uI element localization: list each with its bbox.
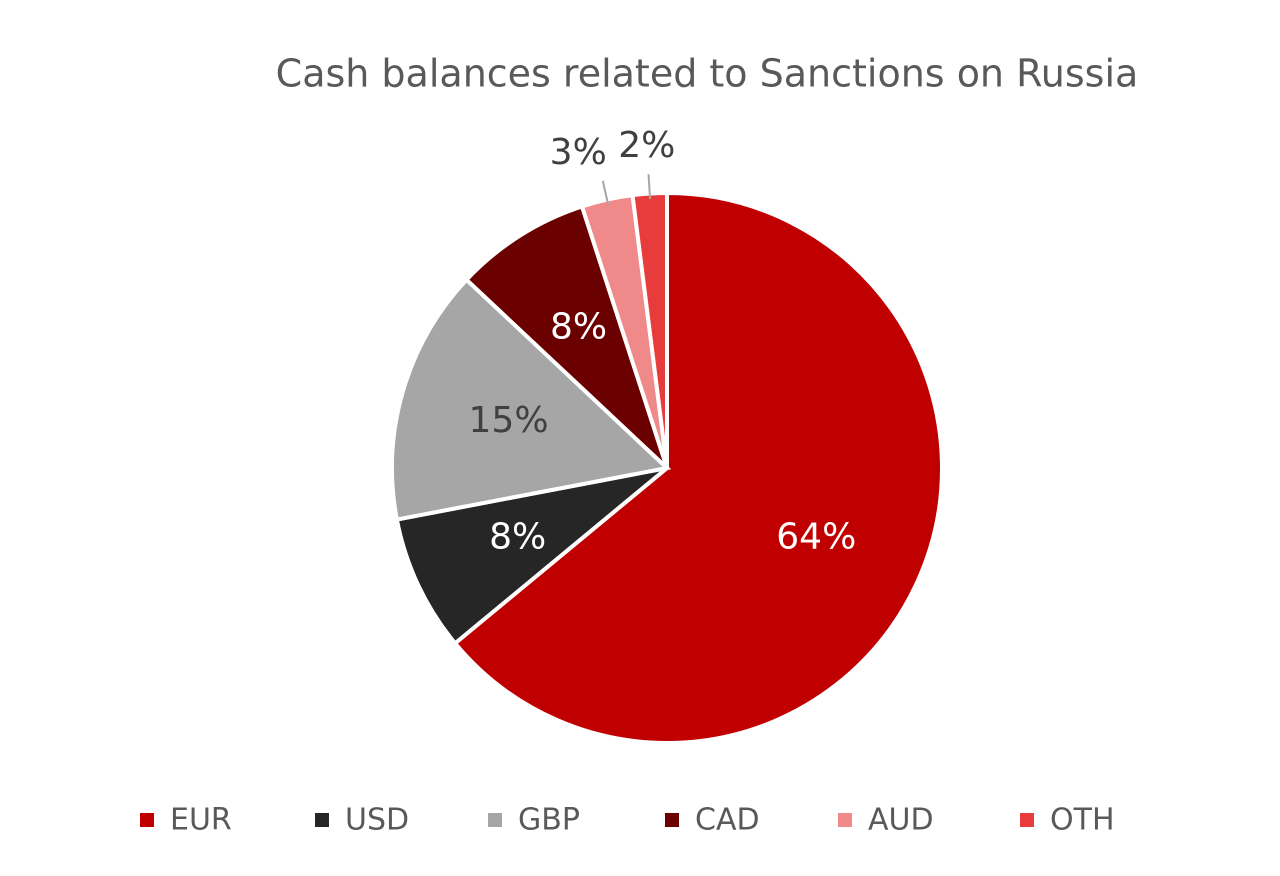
data-label: 2% <box>618 125 675 166</box>
legend-swatch <box>315 813 329 827</box>
legend-label: OTH <box>1050 803 1115 838</box>
legend-swatch <box>488 813 502 827</box>
legend-label: USD <box>345 803 409 838</box>
legend-label: EUR <box>170 803 232 838</box>
data-label: 3% <box>550 132 607 173</box>
legend-label: AUD <box>868 803 934 838</box>
pie-slice <box>390 276 672 522</box>
pie-slice <box>463 203 669 470</box>
leader-line <box>601 180 610 206</box>
legend-label: CAD <box>695 803 760 838</box>
legend-swatch <box>1020 813 1034 827</box>
leader-line <box>647 174 652 200</box>
data-label: 64% <box>776 516 856 557</box>
legend-swatch <box>665 813 679 827</box>
data-label: 15% <box>469 400 549 441</box>
legend-label: GBP <box>518 803 580 838</box>
data-label: 8% <box>550 307 607 348</box>
pie-slice <box>394 466 669 647</box>
legend-swatch <box>140 813 154 827</box>
chart-title: Cash balances related to Sanctions on Ru… <box>276 52 1139 96</box>
data-label: 8% <box>489 516 546 557</box>
legend-swatch <box>838 813 852 827</box>
pie-slice <box>452 190 944 745</box>
